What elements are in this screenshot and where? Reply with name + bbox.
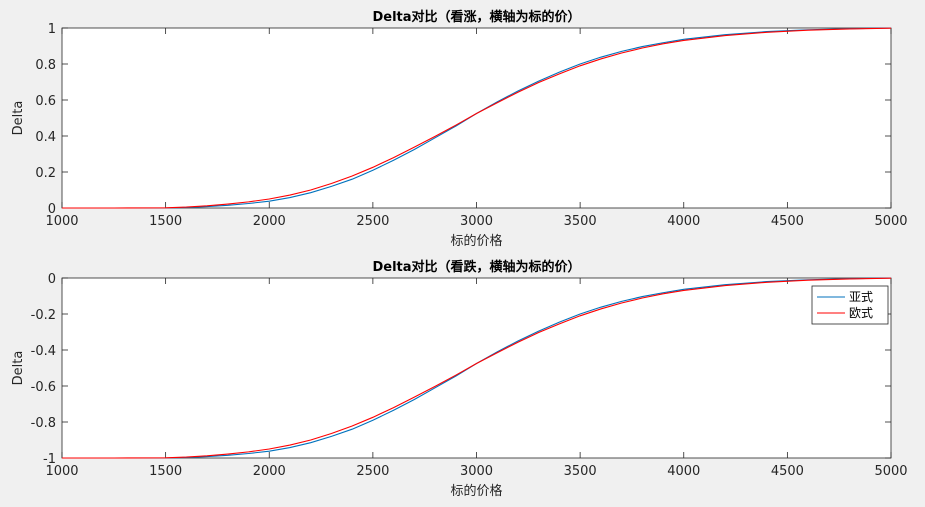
- x-tick-label: 4000: [667, 214, 700, 229]
- series-line-0: [62, 277, 892, 459]
- legend-box: [811, 285, 889, 325]
- y-tick-label: 0.6: [35, 94, 56, 109]
- x-tick-label: 2000: [253, 464, 286, 479]
- y-tick-label: -0.2: [31, 308, 56, 323]
- x-tick-label: 1500: [149, 214, 182, 229]
- x-tick-label: 4500: [771, 464, 804, 479]
- y-tick-label: 0: [48, 272, 56, 287]
- y-tick-label: -0.6: [31, 380, 56, 395]
- plot-area: [61, 27, 892, 209]
- y-tick-label: -0.4: [31, 344, 56, 359]
- x-tick-label: 1000: [45, 464, 78, 479]
- x-tick-label: 2000: [253, 214, 286, 229]
- x-axis-label: 标的价格: [450, 483, 502, 499]
- y-tick-label: 1: [48, 22, 56, 37]
- x-tick-label: 3000: [460, 464, 493, 479]
- x-tick-label: 5000: [874, 464, 907, 479]
- y-tick-label: 0.4: [35, 130, 56, 145]
- y-tick-label: -1: [43, 452, 56, 467]
- y-tick-label: 0: [48, 202, 56, 217]
- x-tick-label: 2500: [356, 464, 389, 479]
- x-tick-label: 3500: [564, 214, 597, 229]
- y-tick-label: -0.8: [31, 416, 56, 431]
- plot-area: [61, 277, 892, 459]
- y-axis-label: Delta: [11, 351, 26, 386]
- x-tick-label: 3500: [564, 464, 597, 479]
- y-tick-label: 0.8: [35, 58, 56, 73]
- x-tick-label: 4500: [771, 214, 804, 229]
- call-delta-chart: 1000 1500 2000 2500 3000 3500 4000 4500 5000 0 0.2…: [11, 9, 908, 249]
- legend-label: 欧式: [849, 306, 873, 320]
- x-tick-label: 1000: [45, 214, 78, 229]
- y-tick-label: 0.2: [35, 166, 56, 181]
- series-line-0: [62, 27, 892, 209]
- x-tick-label: 1500: [149, 464, 182, 479]
- series-line-1: [62, 27, 892, 209]
- y-axis-label: Delta: [11, 101, 26, 136]
- x-tick-label: 4000: [667, 464, 700, 479]
- x-tick-label: 3000: [460, 214, 493, 229]
- x-tick-label: 5000: [874, 214, 907, 229]
- x-axis-label: 标的价格: [450, 233, 502, 249]
- put-delta-chart: 1000 1500 2000 2500 3000 3500 4000 4500 5000 -1 -0…: [11, 259, 908, 499]
- chart-title: Delta对比（看跌，横轴为标的价）: [372, 259, 580, 275]
- series-line-1: [62, 277, 892, 459]
- x-tick-label: 2500: [356, 214, 389, 229]
- legend-label: 亚式: [849, 290, 873, 304]
- chart-title: Delta对比（看涨，横轴为标的价）: [372, 9, 580, 25]
